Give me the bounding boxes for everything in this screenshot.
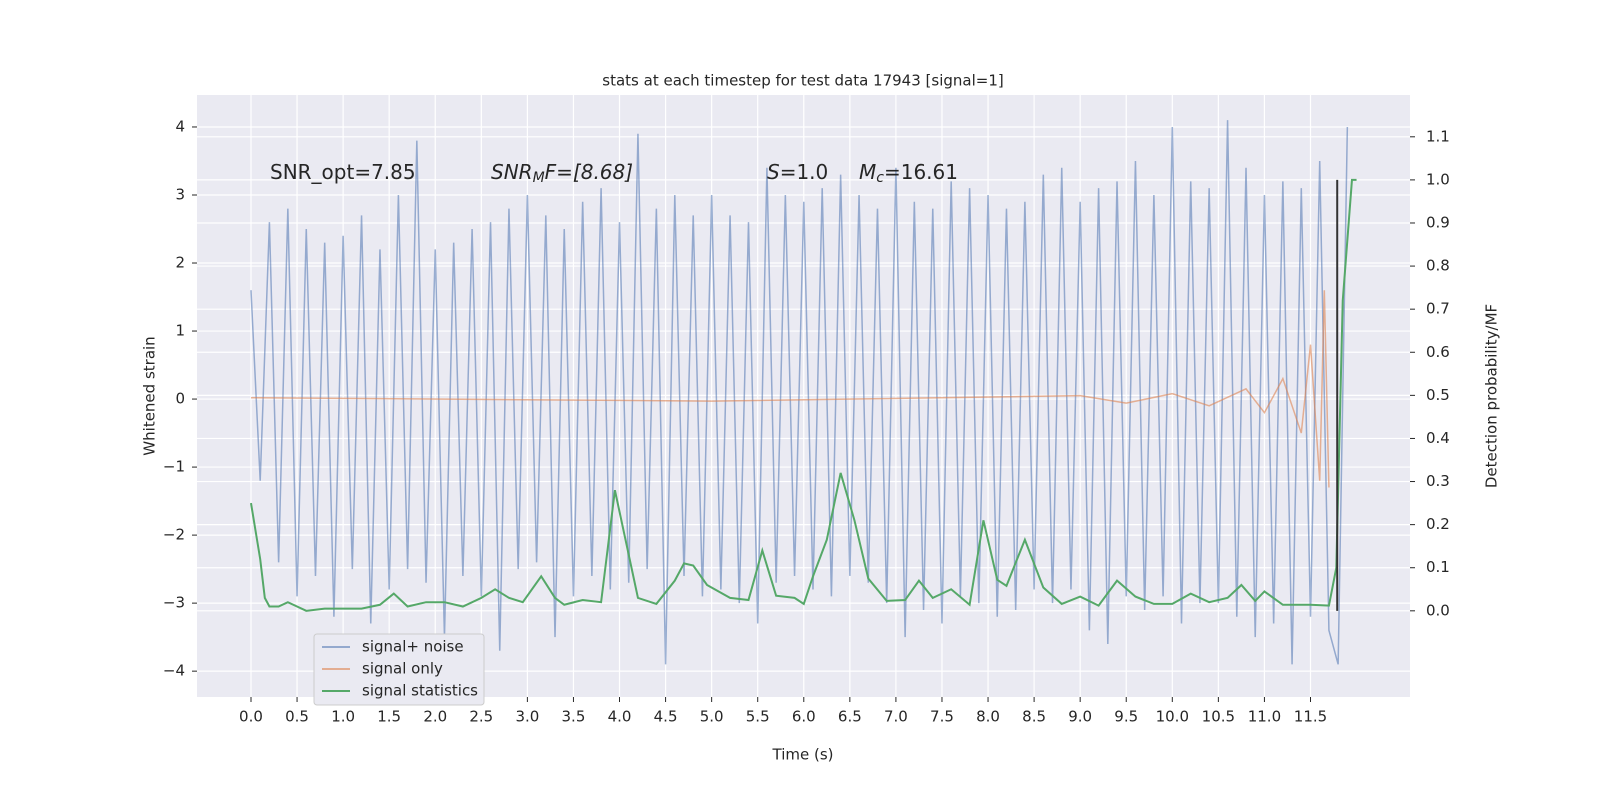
x-tick-label: 6.5 — [838, 708, 862, 726]
annotation: SNR_opt=7.85 — [270, 160, 416, 184]
legend-label: signal statistics — [362, 682, 478, 700]
y-tick-label: −2 — [163, 526, 185, 544]
series-line — [250, 178, 1357, 612]
y2-tick-label: 0.4 — [1426, 429, 1450, 447]
x-tick-label: 3.5 — [562, 708, 586, 726]
annotation-rest: =16.61 — [884, 160, 958, 184]
x-tick-label: 11.5 — [1294, 708, 1327, 726]
x-tick-label: 10.5 — [1202, 708, 1235, 726]
x-tick-label: 5.5 — [746, 708, 770, 726]
x-tick-label: 8.5 — [1022, 708, 1046, 726]
x-tick-label: 11.0 — [1248, 708, 1281, 726]
x-tick-label: 5.0 — [700, 708, 724, 726]
annotation: S=1.0 — [767, 160, 828, 184]
y-tick-label: 0 — [175, 390, 185, 408]
y2-tick-label: 0.0 — [1426, 601, 1450, 619]
y2-tick-label: 0.9 — [1426, 213, 1450, 231]
x-tick-label: 7.0 — [884, 708, 908, 726]
x-tick-label: 6.0 — [792, 708, 816, 726]
annotation-rest: F=[8.68] — [545, 160, 633, 184]
annotation: Mc=16.61 — [859, 160, 958, 187]
y-tick-label: 4 — [175, 117, 185, 135]
y-tick-label: 2 — [175, 254, 185, 272]
annotation-main: S — [767, 160, 780, 184]
y2-tick-label: 0.3 — [1426, 472, 1450, 490]
y-tick-label: 3 — [175, 185, 185, 203]
y2-tick-label: 0.8 — [1426, 257, 1450, 275]
y-tick-label: −3 — [163, 594, 185, 612]
x-tick-label: 7.5 — [930, 708, 954, 726]
x-tick-label: 3.0 — [515, 708, 539, 726]
legend-label: signal+ noise — [362, 638, 464, 656]
y-tick-label: −4 — [163, 662, 185, 680]
y2-tick-label: 0.1 — [1426, 558, 1450, 576]
annotation-sub: c — [876, 170, 884, 186]
x-tick-label: 1.5 — [377, 708, 401, 726]
x-tick-label: 8.0 — [976, 708, 1000, 726]
chart-title: stats at each timestep for test data 179… — [602, 72, 1003, 90]
y2-tick-label: 0.7 — [1426, 300, 1450, 318]
x-tick-label: 0.0 — [239, 708, 263, 726]
y2-tick-label: 0.5 — [1426, 386, 1450, 404]
series-line — [250, 290, 1330, 488]
legend-label: signal only — [362, 660, 443, 678]
x-tick-label: 1.0 — [331, 708, 355, 726]
annotation-sub: M — [533, 170, 545, 186]
legend: signal+ noise signal only signal statistic… — [313, 633, 485, 706]
y2-tick-label: 0.2 — [1426, 515, 1450, 533]
y-tick-label: −1 — [163, 458, 185, 476]
x-tick-label: 9.5 — [1114, 708, 1138, 726]
x-tick-label: 4.0 — [608, 708, 632, 726]
y2-tick-label: 0.6 — [1426, 343, 1450, 361]
x-tick-label: 2.0 — [423, 708, 447, 726]
legend-box — [313, 633, 485, 706]
annotation-main: SNR — [491, 160, 533, 184]
annotation-main: SNR_opt=7.85 — [270, 160, 416, 184]
x-tick-label: 0.5 — [285, 708, 309, 726]
y-tick-label: 1 — [175, 322, 185, 340]
x-tick-label: 9.0 — [1068, 708, 1092, 726]
annotation: SNRMF=[8.68] — [491, 160, 633, 187]
x-tick-label: 4.5 — [654, 708, 678, 726]
annotation-main: M — [859, 160, 876, 184]
y2-axis-label: Detection probability/MF — [1483, 304, 1501, 488]
series-line — [250, 120, 1349, 665]
annotation-rest: =1.0 — [780, 160, 829, 184]
x-axis-label: Time (s) — [772, 746, 834, 764]
y2-tick-label: 1.1 — [1426, 127, 1450, 145]
y-axis-label: Whitened strain — [141, 336, 159, 455]
y2-tick-label: 1.0 — [1426, 170, 1450, 188]
series-group — [250, 120, 1357, 665]
x-tick-label: 2.5 — [469, 708, 493, 726]
x-tick-label: 10.0 — [1156, 708, 1189, 726]
